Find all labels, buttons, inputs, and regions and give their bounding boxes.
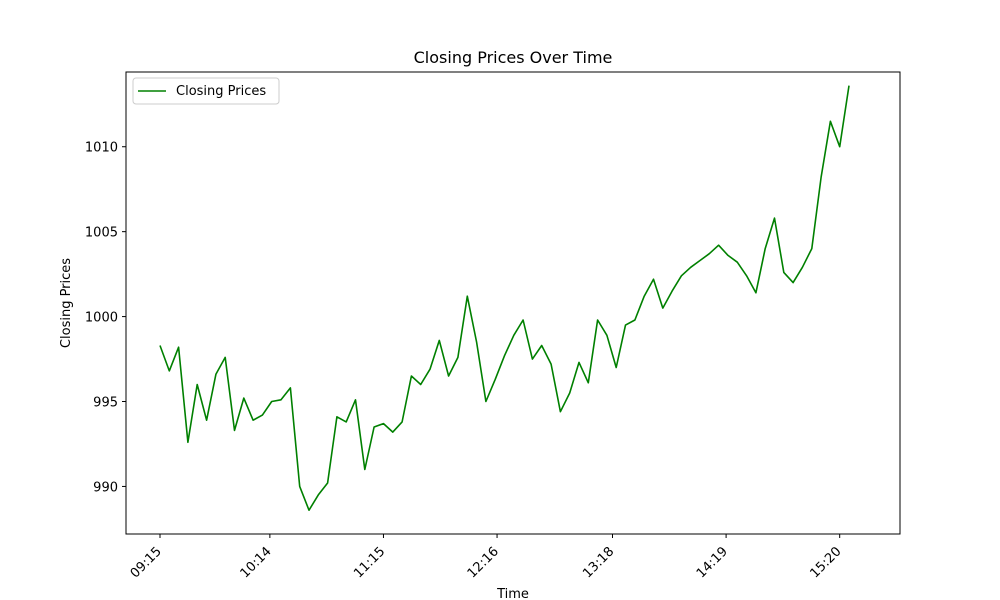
y-axis-ticks: 990 995 1000 1005 1010 <box>85 141 126 495</box>
legend: Closing Prices <box>132 77 280 105</box>
y-tick-label: 1000 <box>85 311 118 326</box>
plot-area-frame <box>125 71 901 535</box>
legend-label-closing-prices: Closing Prices <box>176 84 266 99</box>
legend-box <box>132 77 280 105</box>
chart-title: Closing Prices Over Time <box>414 48 613 67</box>
y-tick-label: 995 <box>93 396 118 411</box>
y-tick-label: 1005 <box>85 226 118 241</box>
x-axis-label: Time <box>496 587 529 600</box>
y-tick-label: 990 <box>93 480 118 495</box>
y-tick-label: 1010 <box>85 141 118 156</box>
y-axis-label: Closing Prices <box>59 258 74 348</box>
series-line-closing-prices <box>159 85 850 511</box>
